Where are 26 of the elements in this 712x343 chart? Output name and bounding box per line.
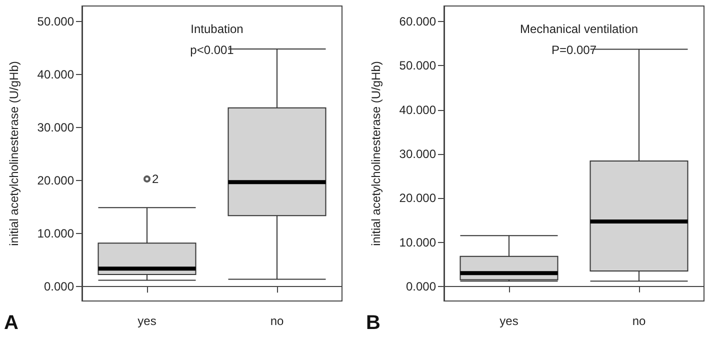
text: Intubation bbox=[190, 22, 244, 36]
y-tick-label: 20.000 bbox=[399, 191, 436, 206]
x-tick-label: no bbox=[270, 314, 284, 328]
text: Mechanical ventilation bbox=[520, 22, 638, 36]
annotation: P=0.007 bbox=[551, 43, 597, 57]
x-tick-label: yes bbox=[138, 314, 156, 328]
y-tick-label: 20.000 bbox=[37, 174, 74, 188]
y-axis-title: initial acetylcholinesterase (U/gHb) bbox=[7, 61, 21, 246]
annotation: p<0.001 bbox=[190, 43, 234, 57]
y-tick-label: 50.000 bbox=[399, 58, 436, 73]
y-tick-label: 40.000 bbox=[37, 67, 74, 82]
y-tick-label: 10.000 bbox=[399, 235, 436, 250]
y-tick-label: 60.000 bbox=[399, 14, 436, 28]
text: B bbox=[366, 312, 380, 334]
x-tick-label: yes bbox=[500, 314, 518, 328]
y-tick-label: 0.000 bbox=[406, 279, 436, 294]
y-tick-label: 10.000 bbox=[37, 226, 74, 241]
y-axis-title: initial acetylcholinesterase (U/gHb) bbox=[369, 61, 383, 246]
annotation: 2 bbox=[152, 172, 159, 186]
y-tick-label: 40.000 bbox=[399, 102, 436, 117]
y-tick-label: 0.000 bbox=[44, 280, 74, 294]
y-tick-label: 30.000 bbox=[399, 146, 436, 161]
y-tick-label: 50.000 bbox=[37, 14, 74, 28]
text: A bbox=[4, 312, 18, 334]
y-tick-label: 30.000 bbox=[37, 120, 74, 134]
x-tick-label: no bbox=[632, 314, 646, 328]
